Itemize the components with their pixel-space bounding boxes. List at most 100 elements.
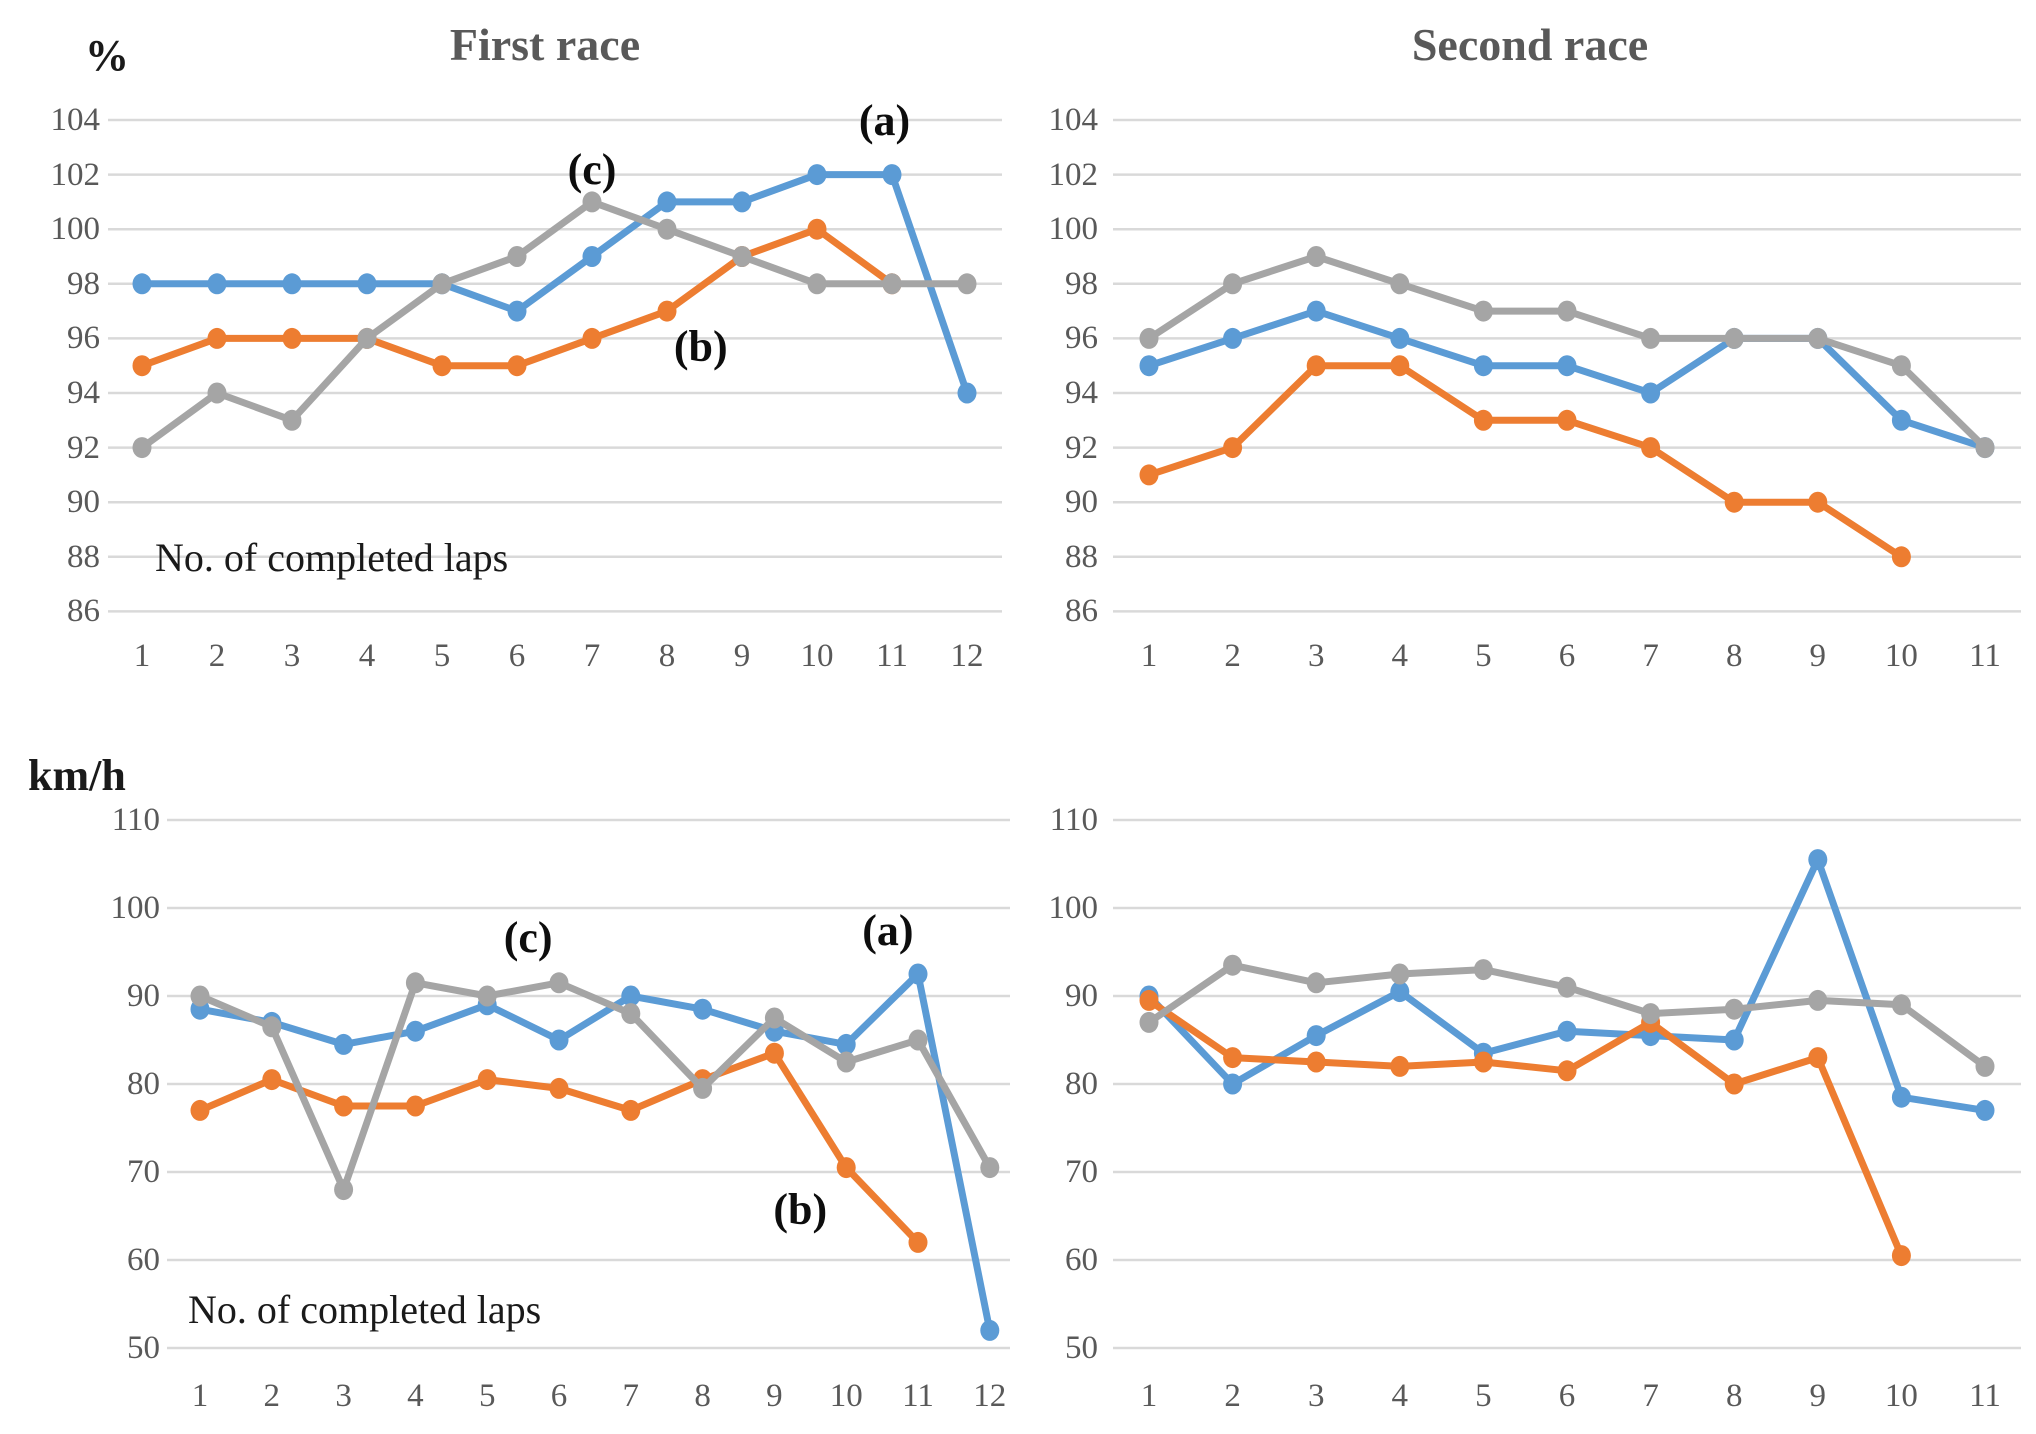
data-point-marker-(c)	[207, 382, 227, 404]
series-annotation-(b): (b)	[673, 322, 728, 372]
data-point-marker-(b)	[405, 1095, 425, 1117]
series-line-(b)	[1145, 996, 1905, 1260]
x-axis-tick-label-10: 10	[829, 1378, 863, 1414]
series-annotation-(a): (a)	[858, 95, 911, 145]
data-point-marker-(a)	[1891, 409, 1911, 431]
series-line-(c)	[196, 979, 994, 1194]
y-axis-tick-label-96: 96	[67, 320, 100, 357]
data-point-marker-(b)	[334, 1095, 354, 1117]
data-point-marker-(b)	[1557, 1060, 1577, 1082]
data-point-marker-(c)	[693, 1077, 713, 1099]
data-point-marker-(a)	[1306, 1025, 1326, 1047]
series-annotation-(b): (b)	[773, 1184, 828, 1234]
data-point-marker-(a)	[1557, 355, 1577, 377]
x-axis-tick-label-3: 3	[1307, 1378, 1325, 1414]
data-point-marker-(b)	[764, 1042, 784, 1064]
data-point-marker-(b)	[282, 327, 302, 349]
x-axis-tick-label-6: 6	[508, 638, 526, 674]
data-point-marker-(c)	[405, 972, 425, 994]
x-axis-tick-label-8: 8	[658, 638, 676, 674]
x-axis-tick-label-11: 11	[876, 638, 908, 674]
data-point-marker-(b)	[477, 1069, 497, 1091]
data-point-marker-(b)	[1473, 409, 1493, 431]
data-point-marker-(b)	[1223, 1047, 1243, 1069]
data-point-marker-(c)	[882, 273, 902, 295]
y-axis-tick-label-60: 60	[127, 1242, 160, 1278]
x-axis-tick-label-5: 5	[433, 638, 451, 674]
y-axis-tick-label-104: 104	[1048, 102, 1099, 138]
data-point-marker-(c)	[1641, 327, 1661, 349]
data-point-marker-(c)	[1724, 327, 1744, 349]
data-point-marker-(b)	[432, 355, 452, 377]
x-axis-tick-label-3: 3	[283, 638, 301, 674]
x-axis-tick-label-6: 6	[550, 1378, 568, 1414]
data-point-marker-(c)	[1557, 976, 1577, 998]
data-point-marker-(b)	[1557, 409, 1577, 431]
x-axis-tick-label-6: 6	[1558, 638, 1576, 674]
series-line-(b)	[1145, 362, 1905, 561]
data-point-marker-(b)	[1139, 464, 1159, 486]
data-point-marker-(c)	[1891, 994, 1911, 1016]
x-axis-tick-label-8: 8	[1725, 638, 1743, 674]
data-point-marker-(a)	[836, 1033, 856, 1055]
data-point-marker-(c)	[1223, 273, 1243, 295]
data-point-marker-(a)	[405, 1020, 425, 1042]
data-point-marker-(c)	[1891, 355, 1911, 377]
data-point-marker-(b)	[1306, 355, 1326, 377]
data-point-marker-(c)	[507, 246, 527, 267]
data-point-marker-(b)	[657, 300, 677, 322]
data-point-marker-(a)	[1557, 1020, 1577, 1042]
y-axis-tick-label-90: 90	[67, 484, 100, 521]
chart-title-first-race: First race	[449, 19, 641, 70]
x-axis-tick-label-8: 8	[1725, 1378, 1743, 1414]
data-point-marker-(c)	[262, 1016, 282, 1038]
y-axis-tick-label-98: 98	[67, 265, 100, 302]
x-axis-tick-label-7: 7	[622, 1378, 640, 1414]
data-point-marker-(c)	[732, 246, 752, 267]
y-axis-tick-label-70: 70	[1065, 1154, 1098, 1190]
data-point-marker-(b)	[1390, 1055, 1410, 1077]
y-unit-label-kmh: km/h	[28, 751, 126, 800]
y-axis-tick-label-92: 92	[1065, 429, 1098, 466]
x-axis-tick-label-9: 9	[1809, 1378, 1827, 1414]
data-point-marker-(a)	[1223, 1073, 1243, 1095]
data-point-marker-(a)	[334, 1033, 354, 1055]
data-point-marker-(a)	[621, 985, 641, 1007]
data-point-marker-(a)	[1724, 1029, 1744, 1051]
data-point-marker-(b)	[1808, 1047, 1828, 1069]
series-line-(a)	[196, 970, 994, 1334]
data-point-marker-(c)	[1975, 437, 1995, 459]
data-point-marker-(b)	[1891, 1245, 1911, 1267]
y-axis-tick-label-90: 90	[127, 978, 160, 1014]
x-axis-tick-label-5: 5	[478, 1378, 496, 1414]
data-point-marker-(a)	[507, 300, 527, 322]
data-point-marker-(b)	[132, 355, 152, 377]
data-point-marker-(c)	[1641, 1003, 1661, 1025]
y-axis-tick-label-50: 50	[127, 1330, 160, 1366]
x-axis-tick-label-4: 4	[407, 1378, 424, 1414]
y-axis-tick-label-86: 86	[1065, 593, 1098, 630]
y-axis-tick-label-98: 98	[1065, 265, 1098, 302]
data-point-marker-(a)	[207, 273, 227, 295]
y-axis-tick-label-90: 90	[1065, 978, 1098, 1014]
data-point-marker-(c)	[1473, 300, 1493, 322]
data-point-marker-(c)	[1975, 1055, 1995, 1077]
x-axis-tick-label-7: 7	[1642, 638, 1659, 674]
y-axis-tick-label-92: 92	[67, 429, 100, 466]
x-axis-tick-label-11: 11	[1969, 1378, 2001, 1414]
data-point-marker-(b)	[1724, 491, 1744, 513]
data-point-marker-(c)	[1724, 998, 1744, 1020]
data-point-marker-(b)	[836, 1157, 856, 1179]
x-axis-tick-label-2: 2	[1224, 1378, 1241, 1414]
series-line-(c)	[138, 198, 971, 452]
x-axis-tick-label-9: 9	[766, 1378, 783, 1414]
x-axis-tick-label-4: 4	[1391, 1378, 1409, 1414]
data-point-marker-(b)	[1139, 989, 1159, 1011]
data-point-marker-(a)	[1975, 1099, 1995, 1121]
series-line-(a)	[138, 171, 971, 397]
data-point-marker-(c)	[1390, 963, 1410, 985]
x-axis-tick-label-2: 2	[263, 1378, 281, 1414]
x-axis-tick-label-4: 4	[1391, 638, 1409, 674]
x-axis-tick-label-8: 8	[694, 1378, 711, 1414]
